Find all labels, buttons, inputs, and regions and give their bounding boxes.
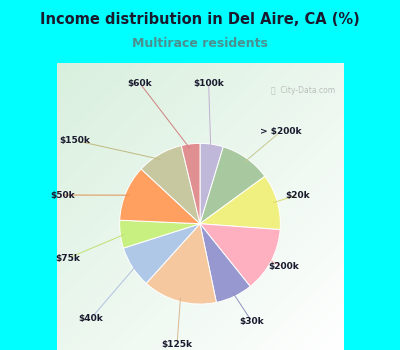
Wedge shape bbox=[120, 220, 200, 248]
Wedge shape bbox=[181, 144, 200, 224]
Text: Multirace residents: Multirace residents bbox=[132, 37, 268, 50]
Wedge shape bbox=[200, 147, 265, 224]
Text: $60k: $60k bbox=[128, 79, 152, 88]
Wedge shape bbox=[120, 169, 200, 224]
Text: $40k: $40k bbox=[78, 314, 103, 323]
Text: $125k: $125k bbox=[162, 340, 192, 349]
Wedge shape bbox=[146, 224, 216, 304]
Text: $75k: $75k bbox=[56, 254, 80, 262]
Wedge shape bbox=[200, 144, 223, 224]
Text: $150k: $150k bbox=[60, 136, 90, 145]
Wedge shape bbox=[200, 224, 250, 302]
Text: $30k: $30k bbox=[239, 317, 264, 326]
Text: $200k: $200k bbox=[268, 262, 299, 271]
Wedge shape bbox=[124, 224, 200, 284]
Text: $100k: $100k bbox=[193, 79, 224, 88]
Text: Income distribution in Del Aire, CA (%): Income distribution in Del Aire, CA (%) bbox=[40, 12, 360, 27]
Wedge shape bbox=[141, 146, 200, 224]
Text: ⓘ  City-Data.com: ⓘ City-Data.com bbox=[271, 86, 335, 95]
Text: > $200k: > $200k bbox=[260, 127, 301, 136]
Wedge shape bbox=[200, 176, 280, 230]
Wedge shape bbox=[200, 224, 280, 286]
Text: $20k: $20k bbox=[285, 190, 310, 199]
Text: $50k: $50k bbox=[50, 190, 74, 199]
